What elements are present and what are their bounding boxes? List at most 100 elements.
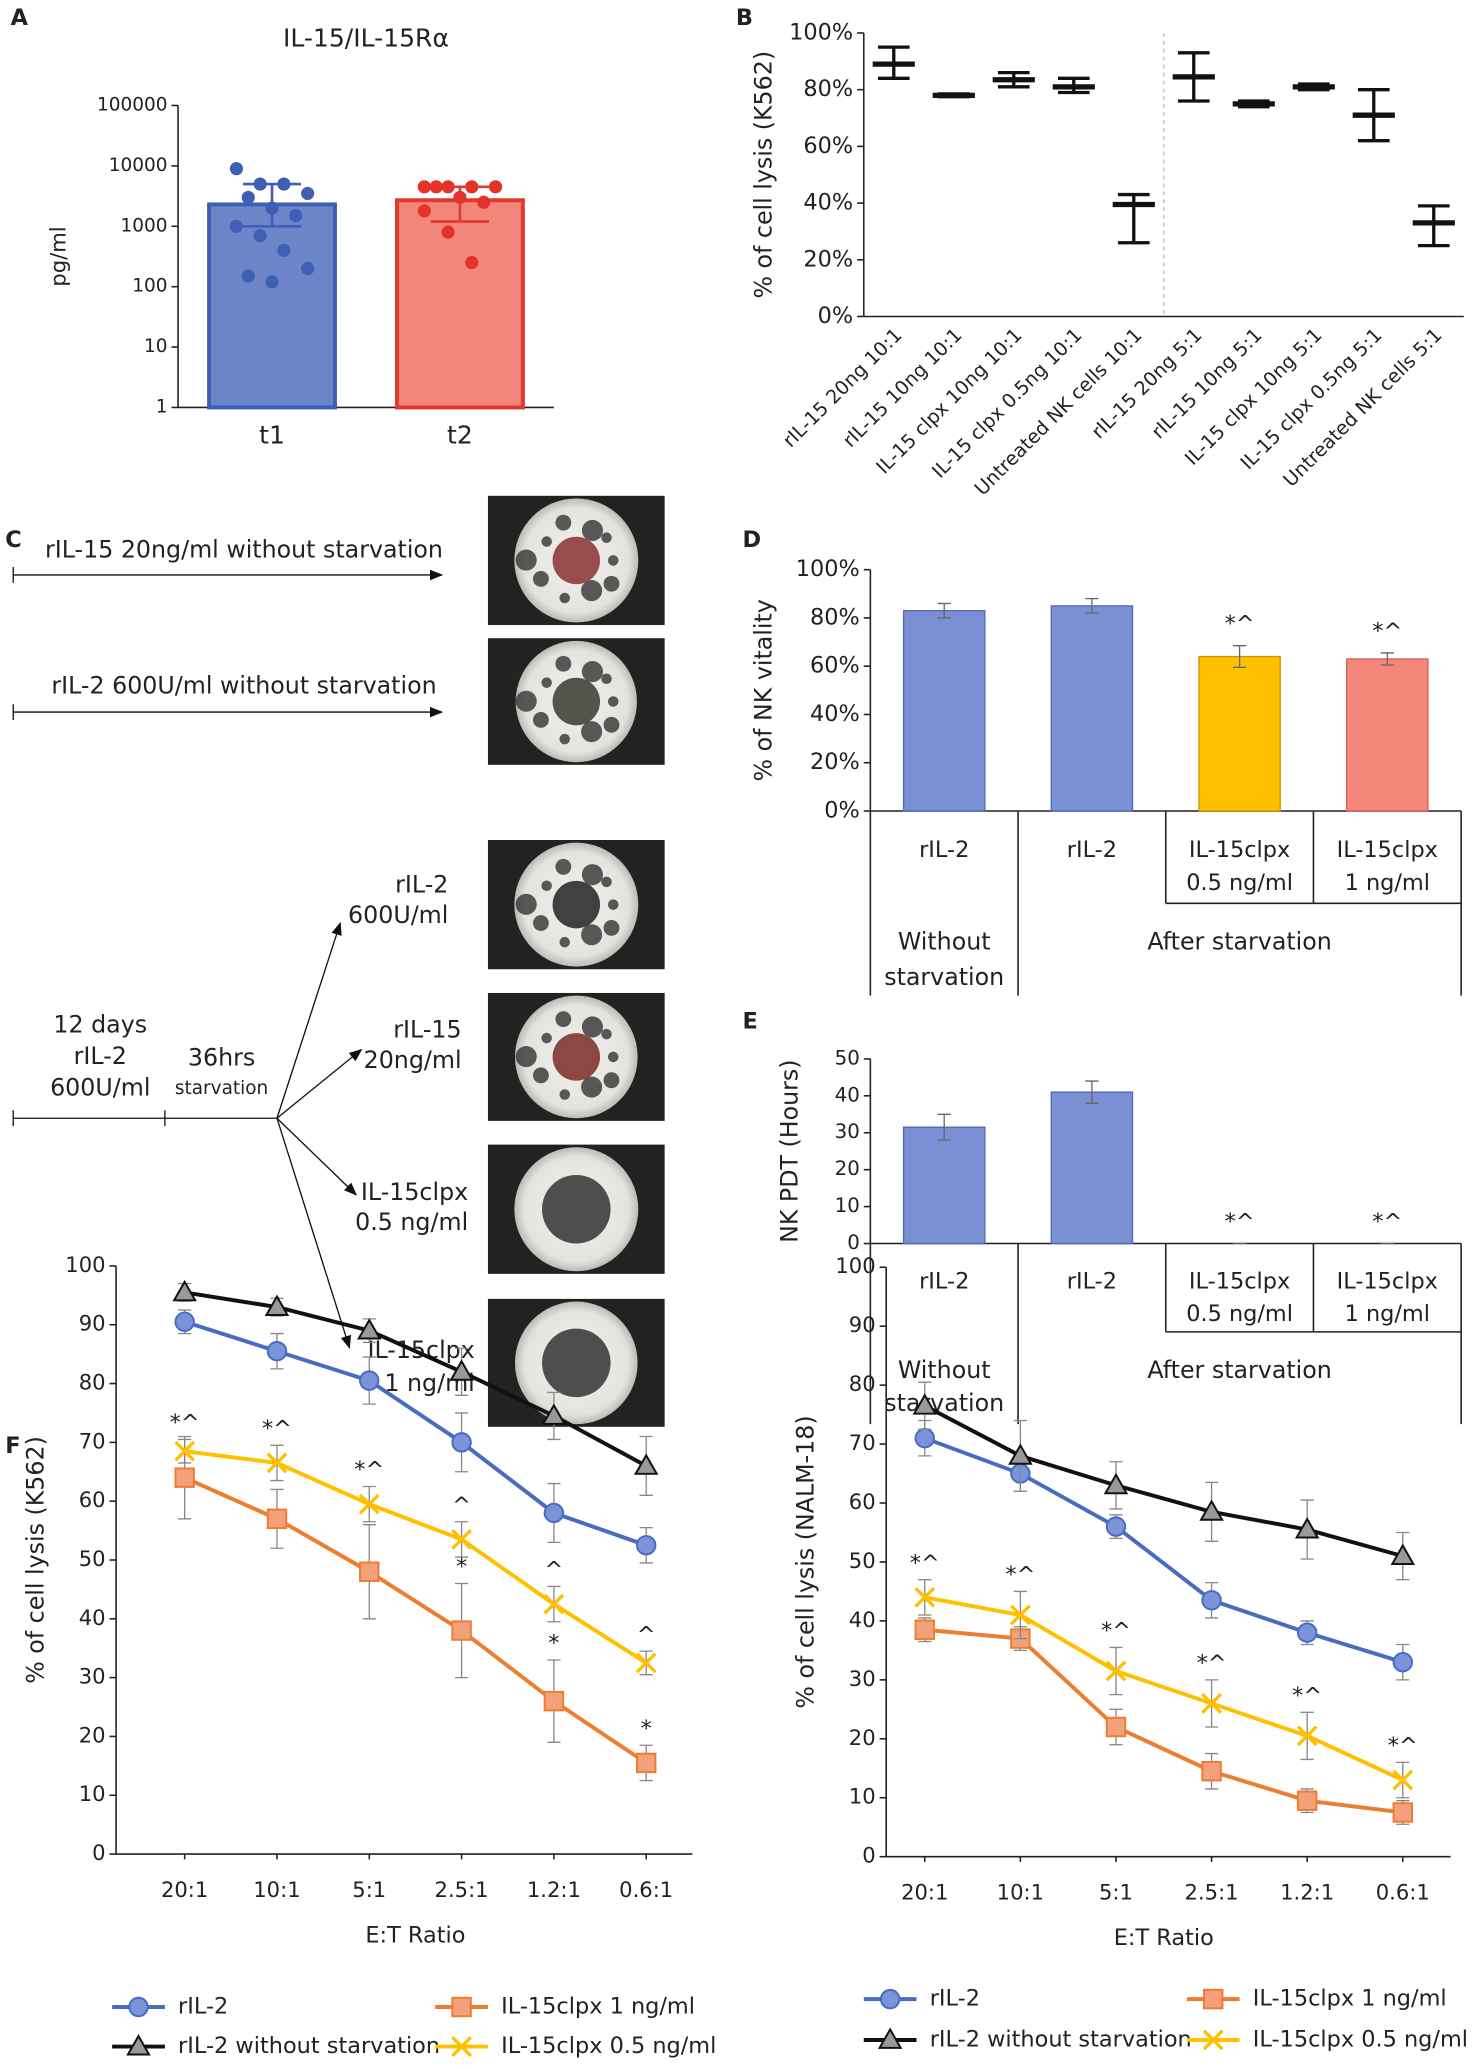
cell-cluster bbox=[603, 920, 620, 936]
cell-cluster bbox=[601, 532, 612, 543]
chart: 0 10 20 30 40 50 NK PDT (Hours) rIL-2 rIL-2 *^ IL-… bbox=[776, 1046, 1462, 1425]
significance-label: *^ bbox=[1388, 1733, 1418, 1759]
series-line bbox=[184, 1449, 648, 1665]
marker bbox=[1009, 1604, 1031, 1626]
legend-label: rIL-2 without starvation bbox=[178, 2033, 440, 2059]
error-bar bbox=[1085, 597, 1099, 614]
legend-label: rIL-2 without starvation bbox=[930, 2026, 1192, 2052]
cell-cluster bbox=[515, 549, 537, 571]
marker bbox=[635, 1535, 657, 1556]
panel-c: rIL-15 20ng/ml without starvation rIL-2 … bbox=[12, 536, 475, 1397]
cell-cluster bbox=[542, 1328, 611, 1398]
marker bbox=[359, 1370, 380, 1391]
marker bbox=[1008, 1443, 1033, 1465]
x-tick-label: IL-15clpx bbox=[1189, 1268, 1290, 1294]
x-tick-label: 0.6:1 bbox=[619, 1877, 673, 1902]
chart-title: IL-15/IL-15Rα bbox=[283, 24, 449, 53]
panel-label: D bbox=[742, 527, 761, 553]
series-line bbox=[924, 1436, 1404, 1665]
data-point bbox=[253, 229, 267, 243]
cell-cluster bbox=[581, 864, 603, 886]
cell-cluster bbox=[541, 536, 552, 547]
legend-marker bbox=[879, 1988, 901, 2010]
x-tick-label: rIL-2 bbox=[919, 1268, 969, 1294]
chart: 0 10 20 30 40 50 60 70 80 90 100 % of cell lysis (N… bbox=[792, 1253, 1468, 2052]
x-tick-label: 5:1 bbox=[1099, 1880, 1133, 1905]
legend-marker bbox=[877, 2027, 903, 2049]
y-tick-label: 0 bbox=[92, 1840, 105, 1865]
annotation: *^ bbox=[1225, 611, 1255, 637]
arrow bbox=[276, 1117, 358, 1196]
y-tick-label: 60% bbox=[803, 133, 853, 159]
marker bbox=[1392, 1769, 1414, 1791]
marker bbox=[451, 1529, 472, 1550]
marker bbox=[914, 1427, 935, 1449]
group-label: starvation bbox=[884, 963, 1004, 991]
cell-cluster bbox=[601, 673, 612, 685]
marker bbox=[543, 1593, 565, 1615]
x-tick-label: IL-15clpx bbox=[1337, 837, 1438, 863]
marker bbox=[543, 1502, 565, 1524]
cell-cluster bbox=[603, 716, 620, 733]
legend-marker bbox=[451, 1996, 472, 2018]
pretreatment-label: 12 days bbox=[53, 1010, 147, 1038]
marker bbox=[1294, 1517, 1320, 1539]
bar bbox=[1050, 1091, 1134, 1245]
marker bbox=[174, 1440, 196, 1462]
marker bbox=[1105, 1716, 1127, 1738]
data-point bbox=[441, 180, 455, 194]
significance-label: * bbox=[548, 1631, 559, 1657]
cell-cluster bbox=[515, 1046, 537, 1068]
y-tick-label: 30 bbox=[79, 1664, 106, 1689]
y-tick-label: 60% bbox=[810, 653, 860, 679]
marker bbox=[914, 1586, 936, 1608]
annotation: *^ bbox=[1225, 1209, 1255, 1235]
series-line bbox=[184, 1319, 647, 1548]
bar bbox=[902, 610, 986, 812]
error-bar bbox=[1233, 645, 1247, 669]
arrow bbox=[276, 921, 342, 1119]
y-tick-label: 100 bbox=[835, 1253, 875, 1278]
marker bbox=[1390, 1543, 1416, 1565]
cell-cluster bbox=[555, 858, 572, 875]
whisker bbox=[1117, 192, 1150, 245]
marker bbox=[635, 1652, 657, 1674]
panel-label: F bbox=[5, 1433, 20, 1459]
cell-cluster bbox=[559, 936, 570, 948]
cell-cluster bbox=[552, 1033, 601, 1081]
y-tick-label: 30 bbox=[849, 1666, 876, 1691]
y-tick-label: 100% bbox=[796, 556, 860, 582]
legend-label: IL-15clpx 0.5 ng/ml bbox=[501, 2033, 716, 2059]
y-tick-label: 1000 bbox=[121, 215, 168, 236]
y-tick-label: 0% bbox=[824, 797, 860, 823]
x-tick-label: 0.5 ng/ml bbox=[1186, 1301, 1293, 1327]
group-label: After starvation bbox=[1147, 927, 1331, 955]
y-tick-label: 80% bbox=[803, 76, 853, 102]
cell-cluster bbox=[541, 677, 552, 688]
marker bbox=[1201, 1693, 1222, 1714]
y-tick-label: 60 bbox=[849, 1489, 876, 1514]
cell-cluster bbox=[607, 1051, 619, 1063]
y-tick-label: 80 bbox=[849, 1371, 876, 1396]
marker bbox=[264, 1294, 290, 1316]
cell-cluster bbox=[552, 536, 601, 585]
legend-label: rIL-2 bbox=[930, 1986, 980, 2012]
y-tick-label: 50 bbox=[835, 1046, 860, 1069]
cell-cluster bbox=[581, 721, 603, 743]
annotation: *^ bbox=[1372, 1209, 1402, 1235]
bar bbox=[902, 1126, 986, 1245]
marker bbox=[357, 1318, 382, 1340]
y-tick-label: 10000 bbox=[109, 155, 168, 176]
y-tick-label: 1 bbox=[156, 396, 168, 417]
y-axis-label: NK PDT (Hours) bbox=[776, 1059, 804, 1242]
x-tick-label: 10:1 bbox=[253, 1877, 300, 1902]
x-tick-label: 0.6:1 bbox=[1376, 1880, 1430, 1905]
arrow bbox=[276, 1048, 363, 1119]
data-point bbox=[465, 180, 479, 194]
y-tick-label: 20 bbox=[835, 1157, 860, 1180]
y-tick-label: 40 bbox=[79, 1605, 106, 1630]
marker bbox=[1296, 1725, 1318, 1747]
x-tick-label: 5:1 bbox=[352, 1877, 386, 1902]
cell-cluster bbox=[559, 1089, 570, 1100]
photos bbox=[487, 495, 665, 1427]
